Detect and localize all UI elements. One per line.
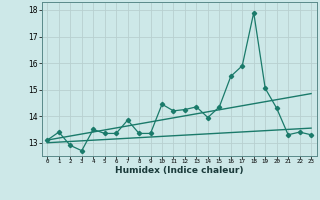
X-axis label: Humidex (Indice chaleur): Humidex (Indice chaleur) xyxy=(115,166,244,175)
